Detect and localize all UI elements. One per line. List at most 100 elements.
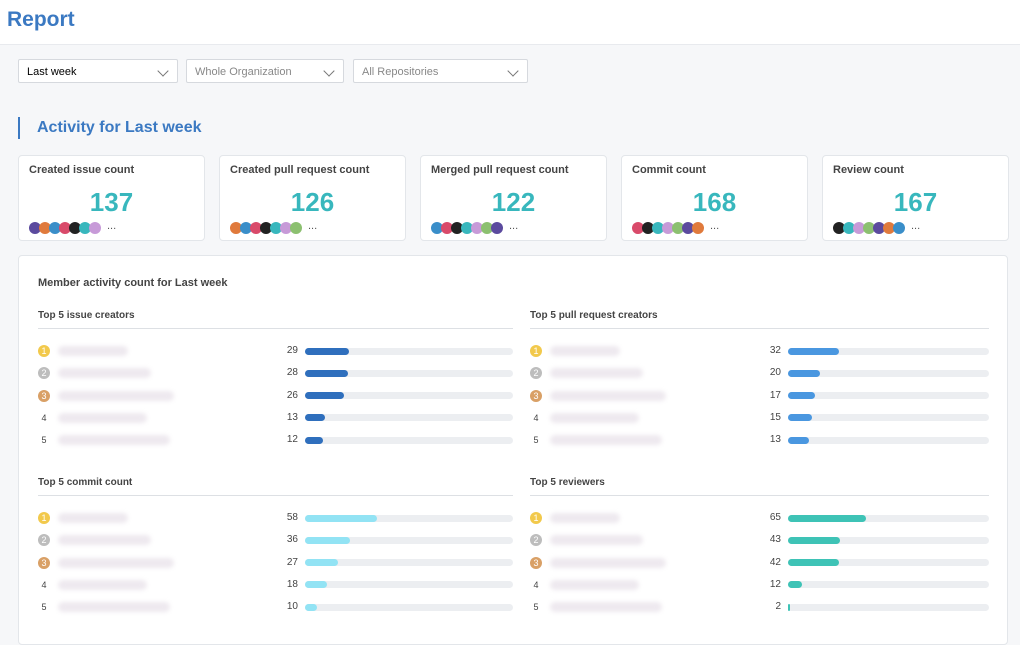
count-bar: [305, 536, 350, 544]
rank-badge: 2: [38, 367, 50, 380]
bar-track: [788, 392, 989, 400]
rank-badge: 4: [533, 579, 539, 590]
count-bar: [788, 603, 791, 611]
rank-badge: 3: [38, 556, 50, 569]
divider: [38, 328, 513, 329]
count-label: 18: [286, 578, 298, 590]
filter-repo[interactable]: All Repositories: [353, 59, 528, 83]
count-label: 32: [769, 345, 781, 356]
stat-card[interactable]: Created pull request count 126...: [219, 155, 406, 241]
rank-badge: 1: [38, 345, 50, 357]
bar-track: [305, 603, 513, 611]
stat-card[interactable]: Review count 167...: [822, 155, 1009, 241]
card-label: Merged pull request count: [431, 164, 569, 176]
divider: [530, 328, 989, 329]
rank-badge: 5: [533, 602, 539, 613]
avatar: [682, 222, 694, 234]
rank-badge: 3: [38, 389, 50, 402]
member-name: [550, 368, 643, 379]
member-name: [550, 557, 666, 568]
bar-track: [788, 414, 989, 422]
count-bar: [788, 369, 820, 377]
stat-card[interactable]: Merged pull request count 122...: [420, 155, 607, 241]
avatar: [290, 222, 302, 234]
card-more: ...: [308, 220, 318, 232]
member-name: [550, 412, 639, 423]
count-label: 10: [286, 601, 298, 613]
bar-track: [788, 436, 989, 444]
avatar: [69, 222, 81, 234]
count-label: 26: [286, 389, 298, 401]
avatar: [240, 222, 252, 234]
member-title: Member activity count for Last week: [38, 277, 228, 289]
count-bar: [305, 347, 350, 355]
stat-card[interactable]: Created issue count 137...: [18, 155, 205, 241]
page-title: Report: [7, 8, 75, 31]
count-label: 17: [769, 389, 781, 401]
avatar: [652, 222, 664, 234]
avatar: [59, 222, 71, 234]
rank-badge: 3: [530, 389, 542, 402]
bar-track: [305, 581, 513, 589]
filter-text: Whole Organization: [195, 66, 292, 78]
avatar: [39, 222, 51, 234]
stat-card[interactable]: Commit count 168...: [621, 155, 808, 241]
bar-track: [305, 347, 513, 355]
card-more: ...: [107, 220, 117, 232]
rank-badge: 3: [530, 556, 542, 569]
avatar: [642, 222, 654, 234]
count-label: 29: [286, 345, 298, 356]
count-bar: [305, 514, 377, 522]
count-bar: [305, 392, 345, 400]
member-name: [58, 535, 151, 546]
panel-title: Top 5 issue creators: [38, 310, 135, 321]
panel-title: Top 5 commit count: [38, 477, 133, 488]
avatar: [632, 222, 644, 234]
member-name: [58, 412, 147, 423]
avatar: [672, 222, 684, 234]
count-bar: [305, 369, 348, 377]
member-name: [550, 346, 620, 356]
count-label: 65: [769, 512, 781, 523]
count-bar: [305, 581, 328, 589]
bar-track: [305, 392, 513, 400]
rank-badge: 5: [41, 602, 47, 613]
filter-org[interactable]: Whole Organization: [186, 59, 344, 83]
member-name: [58, 557, 174, 568]
avatar: [270, 222, 282, 234]
avatar: [843, 222, 855, 234]
member-name: [550, 390, 666, 401]
avatar: [662, 222, 674, 234]
bar-track: [305, 414, 513, 422]
member-name: [58, 579, 147, 590]
member-name: [58, 390, 174, 401]
avatar: [49, 222, 61, 234]
header: [0, 0, 1020, 45]
bar-track: [305, 514, 513, 522]
avatar: [893, 222, 905, 234]
rank-badge: 1: [530, 512, 542, 524]
count-bar: [305, 414, 325, 422]
count-bar: [788, 392, 816, 400]
count-label: 12: [286, 434, 298, 446]
avatar: [250, 222, 262, 234]
accent-bar: [18, 117, 20, 139]
count-bar: [305, 603, 318, 611]
avatar: [873, 222, 885, 234]
avatar: [431, 222, 443, 234]
count-bar: [788, 581, 803, 589]
filter-period[interactable]: Last week: [18, 59, 178, 83]
avatar: [29, 222, 41, 234]
count-label: 12: [769, 578, 781, 590]
member-name: [550, 602, 662, 613]
rank-badge: 1: [38, 512, 50, 524]
bar-track: [305, 559, 513, 567]
count-bar: [788, 514, 867, 522]
bar-track: [305, 536, 513, 544]
count-label: 2: [775, 601, 781, 613]
count-bar: [788, 536, 840, 544]
bar-track: [788, 369, 989, 377]
avatar: [883, 222, 895, 234]
count-label: 20: [769, 367, 781, 379]
card-value: 126: [290, 187, 335, 217]
